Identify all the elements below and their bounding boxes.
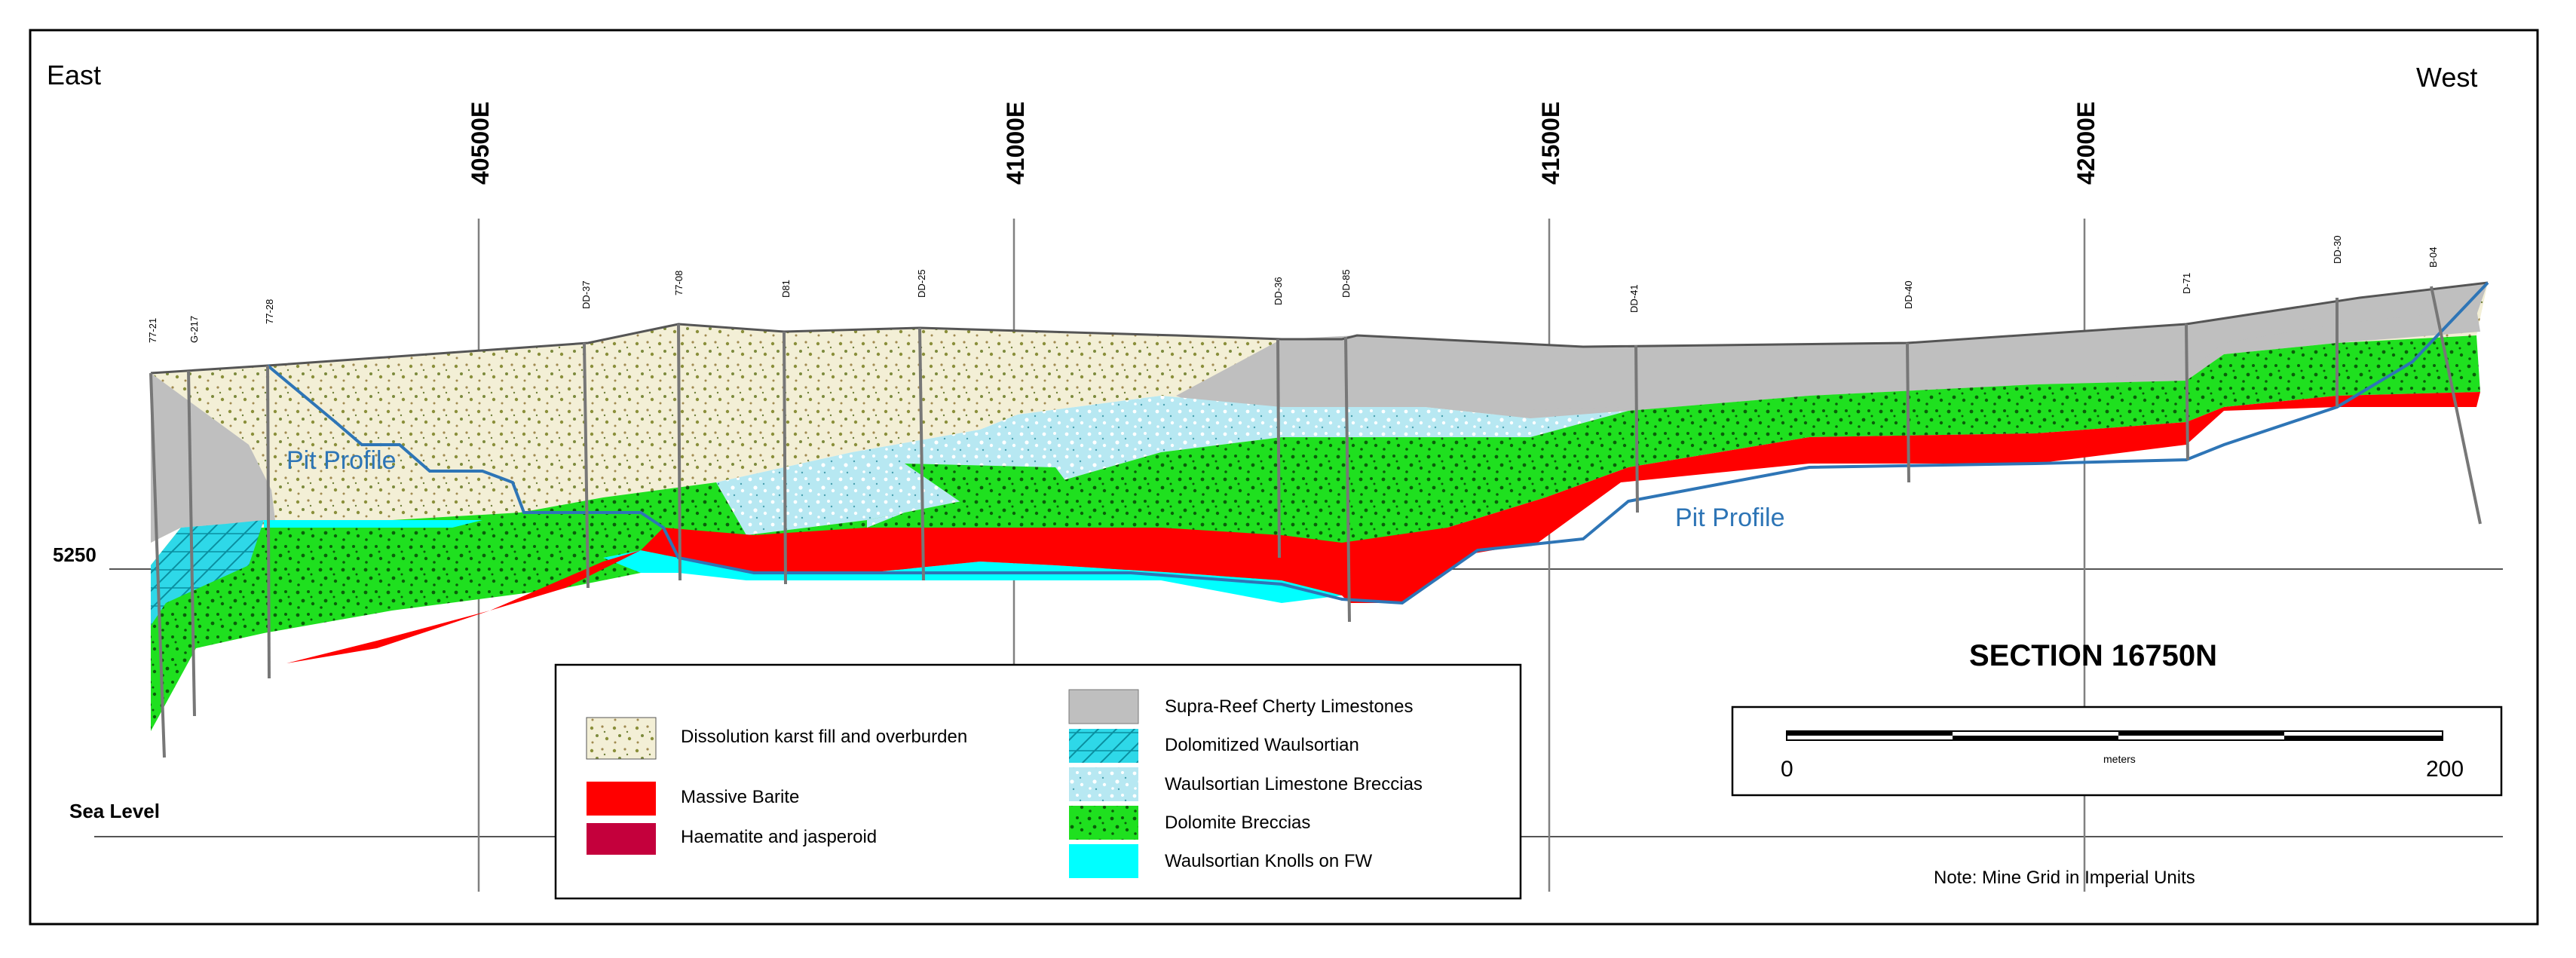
unit-limestone-breccias-upper [716,396,1628,535]
unit-massive-barite [286,392,2480,663]
legend-swatch-karst [586,717,657,760]
legend-swatch-dolomite-breccias [1069,806,1138,840]
legend-box [554,663,1522,900]
legend-label-dolomitized: Dolomitized Waulsortian [1165,735,1359,755]
scale-bar-segment [1787,731,1953,736]
drillhole-trace [187,370,196,717]
drillhole-labels: 77-21 G-217 77-28 DD-37 77-08 D81 DD-25 … [147,235,2439,343]
unit-knolls-east [264,520,482,528]
drillhole-label: DD-36 [1273,277,1284,305]
legend-label-dolomite-breccias: Dolomite Breccias [1165,813,1310,833]
legend: Dissolution karst fill and overburden Ma… [554,663,1522,900]
drillhole-label: D81 [780,280,792,298]
drillhole-trace [1906,342,1910,483]
legend-swatch-cherty [1068,689,1139,724]
unit-cherty-limestone-west-2 [1425,309,2480,437]
drillhole-label: D-71 [2181,273,2192,294]
drillhole-trace [783,331,787,585]
scale-bar-segment [2284,736,2443,740]
legend-label-karst: Dissolution karst fill and overburden [681,727,967,747]
grid-label-41500e: 41500E [1537,102,1564,185]
drillhole-label: DD-40 [1903,280,1914,309]
elevation-5250-label: 5250 [53,543,96,566]
scale-end-label: 200 [2426,757,2464,782]
drillhole-label: 77-21 [147,318,158,343]
imperial-units-note: Note: Mine Grid in Imperial Units [1934,868,2195,888]
scale-bar-segment [2118,731,2284,736]
geologic-units [151,283,2488,731]
drillhole-label: 77-08 [673,271,685,295]
pit-profile-label-west: Pit Profile [1675,503,1785,532]
grid-label-40500e: 40500E [467,102,494,185]
legend-label-limestone-breccias: Waulsortian Limestone Breccias [1165,774,1423,794]
grid-label-42000e: 42000E [2072,102,2100,185]
drillhole-trace [1276,338,1281,559]
scale-start-label: 0 [1781,757,1793,782]
drillhole-trace [677,323,682,581]
drillhole-label: DD-37 [580,280,592,309]
drillhole-label: G-217 [188,316,200,343]
unit-dolomite-breccias [151,335,2480,731]
drillhole-trace [1634,344,1639,513]
legend-label-knolls: Waulsortian Knolls on FW [1165,851,1373,871]
drillhole-label: 77-28 [264,299,275,324]
drillhole-label: DD-30 [2332,235,2343,264]
drillhole-label: DD-85 [1340,269,1352,298]
drillhole-label: DD-25 [916,269,927,298]
unit-cherty-limestone-west [1342,283,2488,418]
pit-profile-label-east: Pit Profile [286,446,397,475]
unit-dolomitized-waulsortian [151,520,264,626]
drillhole-traces [149,286,2482,758]
legend-swatch-barite [587,782,656,816]
west-label: West [2416,62,2477,93]
scale-unit-label: meters [2103,753,2136,765]
east-label: East [47,60,101,90]
scale-bar: 0 meters 200 [1731,705,2503,797]
legend-swatch-haematite [587,823,656,855]
grid-label-41000e: 41000E [1002,102,1029,185]
drillhole-trace [2185,323,2189,461]
unit-dolomite-tongue [905,464,1078,505]
drillhole-trace [918,327,925,581]
drillhole-trace [266,365,271,679]
unit-knolls-main [603,550,1342,603]
section-title: SECTION 16750N [1969,639,2217,672]
unit-cherty-limestone-east [151,373,275,543]
legend-label-barite: Massive Barite [681,787,799,807]
drillhole-trace [149,372,166,758]
drillhole-label: DD-41 [1628,284,1640,313]
drillhole-trace [1344,336,1351,623]
legend-swatch-knolls [1069,844,1138,878]
sea-level-label: Sea Level [69,800,160,822]
drillhole-trace [583,342,590,589]
scale-bar-box [1731,705,2503,797]
topographic-surface [150,281,2489,375]
legend-label-haematite: Haematite and jasperoid [681,827,877,847]
scale-bar-segment [1953,736,2118,740]
legend-swatch-limestone-breccias [1069,767,1138,801]
drillhole-label: B-04 [2427,247,2439,268]
drillhole-trace [2430,286,2482,525]
legend-swatch-dolomitized [1069,729,1138,763]
pit-profile-line [266,281,2489,605]
legend-label-cherty: Supra-Reef Cherty Limestones [1165,696,1413,717]
